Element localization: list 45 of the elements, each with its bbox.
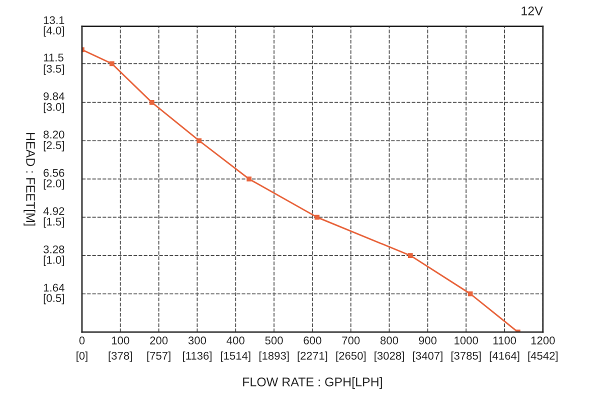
x-tick-label: 0 <box>79 336 85 344</box>
x2-tick-label: [2650] <box>336 352 366 362</box>
y2-tick-label: [1.5] <box>44 217 64 228</box>
x-tick-label: 400 <box>226 336 244 344</box>
y-axis-title: HEAD : FEET[M] <box>24 133 36 226</box>
y-tick-label: 6.56 <box>44 168 64 177</box>
y-tick-label: 11.5 <box>44 54 64 62</box>
x2-tick-label: [4164] <box>490 352 520 362</box>
x2-tick-label: [378] <box>108 352 132 362</box>
x-tick-label: 900 <box>418 336 437 344</box>
x2-tick-label: [0] <box>76 352 88 362</box>
y-tick-label: 8.20 <box>44 130 64 139</box>
y2-tick-label: [1.0] <box>44 256 64 266</box>
x-tick-label: 300 <box>188 336 206 344</box>
x-tick-label: 200 <box>150 336 168 344</box>
x-tick-label: 100 <box>112 336 130 344</box>
y-tick-label: 9.84 <box>44 92 64 100</box>
x-tick-label: 1000 <box>454 336 478 344</box>
y2-tick-label: [2.5] <box>44 140 64 152</box>
x-tick-label: 800 <box>380 336 398 344</box>
x2-tick-label: [2271] <box>298 352 328 362</box>
x-tick-label: 1200 <box>531 336 555 344</box>
x-tick-label: 600 <box>304 336 322 344</box>
x-axis-title: FLOW RATE : GPH[LPH] <box>243 377 382 389</box>
x2-tick-label: [4542] <box>528 352 558 362</box>
y2-tick-label: [3.0] <box>44 102 64 114</box>
x-tick-label: 700 <box>342 336 360 344</box>
y-tick-label: 1.64 <box>44 284 64 292</box>
x-tick-label: 1100 <box>493 336 516 344</box>
y-tick-label: 13.1 <box>44 16 64 24</box>
y2-tick-label: [2.0] <box>44 179 64 190</box>
x2-tick-label: [3785] <box>451 352 481 362</box>
x2-tick-label: [3407] <box>413 352 442 362</box>
y-tick-label: 3.28 <box>44 245 64 254</box>
x2-tick-label: [757] <box>147 352 170 362</box>
x2-tick-label: [1136] <box>183 352 212 362</box>
x-tick-label: 500 <box>265 336 283 344</box>
chart-title: 12V <box>522 6 543 16</box>
x2-tick-label: [3028] <box>374 352 404 362</box>
x2-tick-label: [1893] <box>259 352 289 362</box>
x2-tick-label: [1514] <box>220 352 250 362</box>
y2-tick-label: [4.0] <box>44 26 64 37</box>
y2-tick-label: [0.5] <box>44 294 64 304</box>
y2-tick-label: [3.5] <box>44 64 64 75</box>
y-tick-label: 4.92 <box>43 207 64 216</box>
